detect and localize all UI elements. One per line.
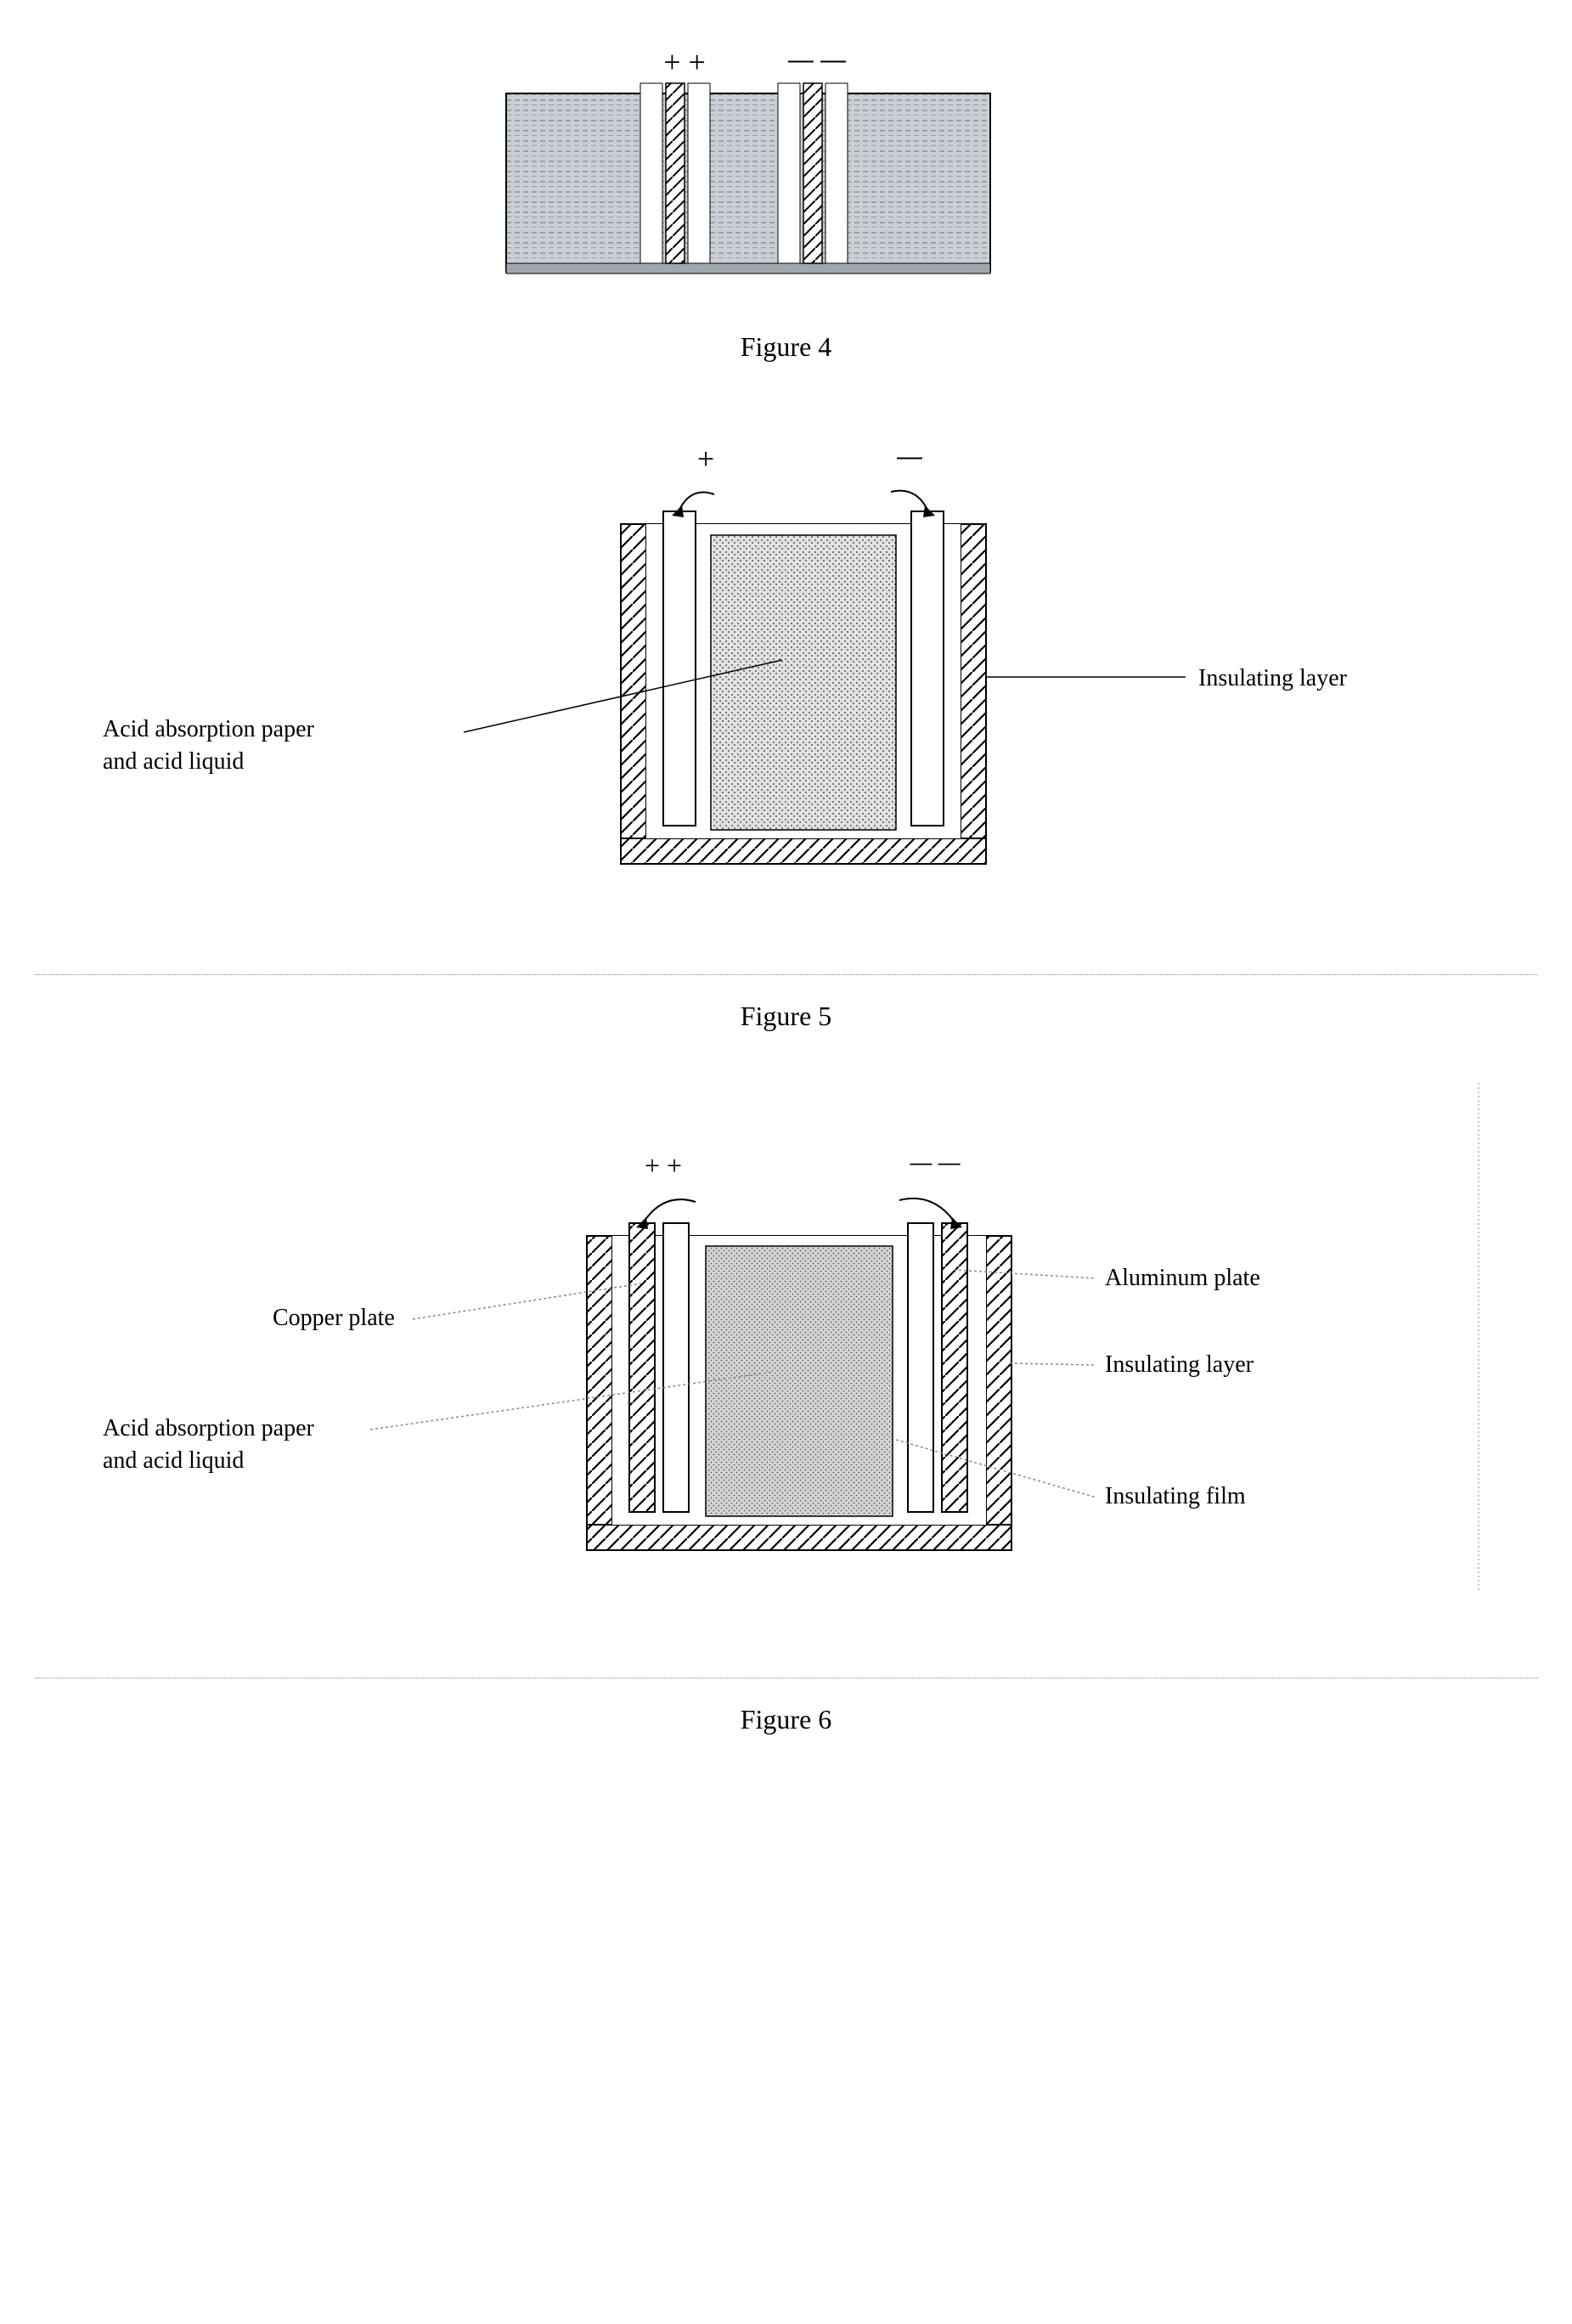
label-acid-1: Acid absorption paper: [103, 716, 314, 742]
fig6-top-dotted: [35, 1083, 1538, 1117]
figure-6-svg: + + — — Copper plate Acid absorption pap…: [35, 1117, 1538, 1644]
figure-5: + — Acid absorption paper and acid liqui…: [35, 414, 1538, 1032]
electrolyte: [711, 535, 896, 830]
plus-symbol: +: [696, 442, 713, 476]
plate-negative: [911, 511, 944, 826]
minus-symbol: —: [897, 443, 922, 471]
figure-4: + + — — Figure 4: [35, 34, 1538, 363]
plate-positive: [663, 511, 696, 826]
terminal-arc-plus: [679, 493, 714, 512]
label-aluminum: Aluminum plate: [1105, 1265, 1260, 1291]
label-acid-2: and acid liquid: [103, 1447, 244, 1474]
inner-plate-right: [908, 1223, 933, 1512]
terminal-arc-minus: [891, 491, 928, 511]
terminal-arc-minus: [899, 1199, 955, 1223]
plus-symbols: + +: [663, 45, 706, 79]
label-acid-1: Acid absorption paper: [103, 1415, 314, 1441]
inner-plate-left: [663, 1223, 689, 1512]
label-insulating-layer: Insulating layer: [1105, 1351, 1254, 1378]
separator-5: [35, 974, 1538, 975]
minus-symbols: — —: [787, 46, 845, 74]
leader-insulating-layer: [1010, 1363, 1096, 1365]
figure-6-caption: Figure 6: [35, 1704, 1538, 1735]
label-acid-2: and acid liquid: [103, 748, 244, 775]
fig4-bottom-band: [506, 263, 990, 274]
electrolyte: [706, 1246, 893, 1516]
figure-6: + + — — Copper plate Acid absorption pap…: [35, 1083, 1538, 1735]
figure-4-caption: Figure 4: [35, 331, 1538, 363]
aluminum-plate-right: [942, 1223, 967, 1512]
figure-4-svg: + + — —: [447, 34, 1126, 306]
label-copper: Copper plate: [273, 1305, 395, 1331]
figure-5-svg: + — Acid absorption paper and acid liqui…: [35, 414, 1538, 940]
minus-symbols: — —: [910, 1149, 960, 1175]
fig4-body: [506, 93, 990, 272]
figure-5-caption: Figure 5: [35, 1001, 1538, 1032]
label-insulating-film: Insulating film: [1105, 1483, 1246, 1509]
label-insulating: Insulating layer: [1198, 665, 1348, 691]
copper-plate-left: [629, 1223, 655, 1512]
terminal-arc-plus: [643, 1199, 696, 1223]
plus-symbols: + +: [644, 1150, 681, 1181]
